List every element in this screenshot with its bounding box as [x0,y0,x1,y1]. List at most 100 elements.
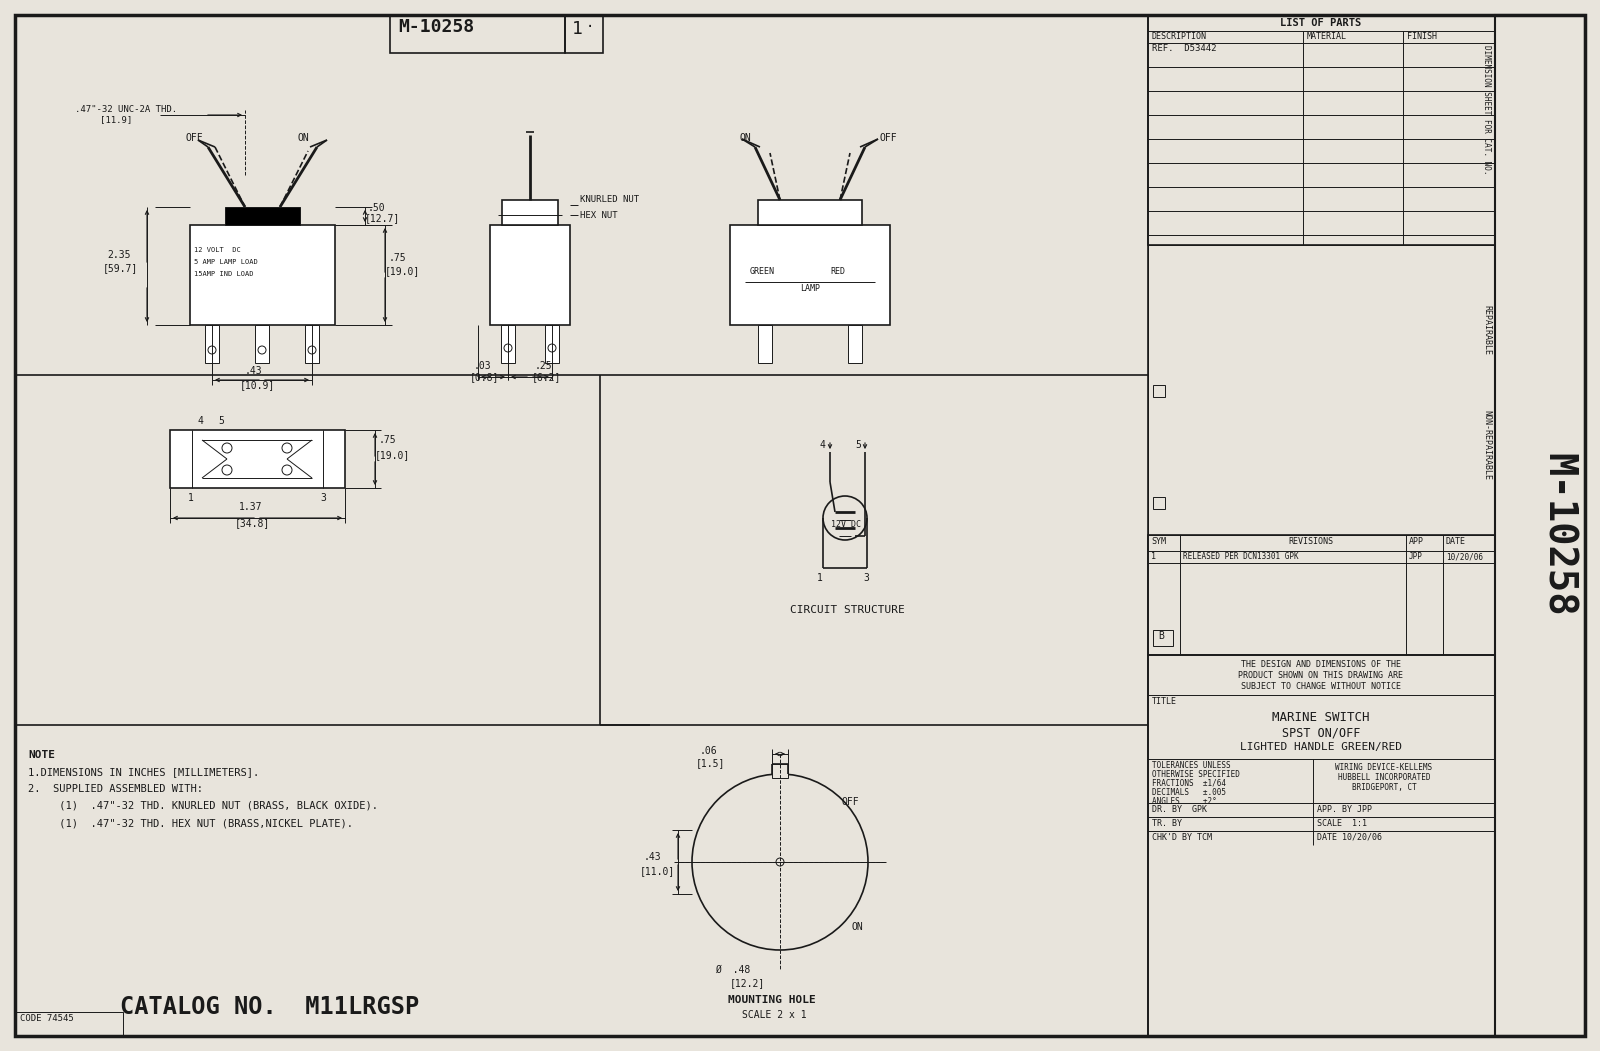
Text: SUBJECT TO CHANGE WITHOUT NOTICE: SUBJECT TO CHANGE WITHOUT NOTICE [1242,682,1402,691]
Text: 1: 1 [1150,552,1155,561]
Bar [758,200,862,225]
Text: 15AMP IND LOAD: 15AMP IND LOAD [194,271,253,277]
Text: RELEASED PER DCN13301 GPK: RELEASED PER DCN13301 GPK [1182,552,1299,561]
Text: Ø  .48: Ø .48 [715,965,750,975]
Text: M-10258: M-10258 [398,18,474,36]
Text: .47"-32 UNC-2A THD.: .47"-32 UNC-2A THD. [75,105,178,114]
Text: .25: .25 [534,360,552,371]
Text: OFF: OFF [842,797,859,807]
Text: 12 VOLT  DC: 12 VOLT DC [194,247,240,253]
Text: .75: .75 [389,253,406,263]
Text: [1.5]: [1.5] [696,758,725,768]
Bar [565,15,603,53]
Text: B: B [1158,631,1163,641]
Text: GREEN: GREEN [750,267,774,276]
Text: 1: 1 [189,493,194,503]
Bar [1149,15,1494,245]
Bar [1149,535,1494,655]
Text: 4: 4 [198,416,203,426]
Bar [1149,655,1494,1036]
Bar [205,325,219,363]
Text: REVISIONS: REVISIONS [1288,537,1333,547]
Bar [254,325,269,363]
Text: (1)  .47"-32 THD. KNURLED NUT (BRASS, BLACK OXIDE).: (1) .47"-32 THD. KNURLED NUT (BRASS, BLA… [29,801,378,811]
Text: [11.9]: [11.9] [99,115,133,124]
Text: LIST OF PARTS: LIST OF PARTS [1280,18,1362,28]
Text: MATERIAL: MATERIAL [1307,32,1347,41]
Text: 3: 3 [320,493,326,503]
Text: [12.2]: [12.2] [730,978,765,988]
Text: 12V DC: 12V DC [830,520,861,529]
Text: M-10258: M-10258 [1539,453,1578,617]
Text: LIGHTED HANDLE GREEN/RED: LIGHTED HANDLE GREEN/RED [1240,742,1402,753]
Text: REPAIRABLE: REPAIRABLE [1483,305,1491,355]
Text: CHK'D BY TCM: CHK'D BY TCM [1152,833,1213,842]
Text: 2.35: 2.35 [107,250,131,260]
Text: APP. BY JPP: APP. BY JPP [1317,805,1373,815]
Bar [730,225,890,325]
Text: .03: .03 [474,360,491,371]
Text: (1)  .47"-32 THD. HEX NUT (BRASS,NICKEL PLATE).: (1) .47"-32 THD. HEX NUT (BRASS,NICKEL P… [29,818,354,828]
Text: [0.8]: [0.8] [470,372,499,382]
Bar [306,325,318,363]
Text: CATALOG NO.  M11LRGSP: CATALOG NO. M11LRGSP [120,995,419,1019]
Bar [501,325,515,363]
Text: 5: 5 [854,440,861,450]
Text: FINISH: FINISH [1406,32,1437,41]
Text: THE DESIGN AND DIMENSIONS OF THE: THE DESIGN AND DIMENSIONS OF THE [1242,660,1402,669]
Text: .43: .43 [245,366,262,376]
Text: .06: .06 [701,746,718,756]
Text: RED: RED [830,267,845,276]
Text: 1.DIMENSIONS IN INCHES [MILLIMETERS].: 1.DIMENSIONS IN INCHES [MILLIMETERS]. [29,767,259,777]
Text: SCALE  1:1: SCALE 1:1 [1317,819,1366,828]
Text: FRACTIONS  ±1/64: FRACTIONS ±1/64 [1152,779,1226,788]
Text: ON: ON [298,133,309,143]
Text: 3: 3 [862,573,869,583]
Bar [1154,497,1165,509]
Bar [758,325,771,363]
Text: TITLE: TITLE [1152,697,1178,706]
Text: 10/20/06: 10/20/06 [1446,552,1483,561]
Text: SCALE 2 x 1: SCALE 2 x 1 [742,1010,806,1021]
Text: CODE 74545: CODE 74545 [19,1014,74,1023]
Bar [390,15,565,53]
Bar [1154,630,1173,646]
Text: BRIDGEPORT, CT: BRIDGEPORT, CT [1352,783,1416,792]
Text: DIMENSION SHEET FOR CAT. NO.: DIMENSION SHEET FOR CAT. NO. [1483,45,1491,174]
Text: TOLERANCES UNLESS: TOLERANCES UNLESS [1152,761,1230,770]
Text: APP: APP [1410,537,1424,547]
Bar [190,225,334,325]
Text: NOTE: NOTE [29,750,54,760]
Bar [848,325,862,363]
Text: .50: .50 [368,203,386,213]
Text: SPST ON/OFF: SPST ON/OFF [1282,727,1360,740]
Text: 1: 1 [818,573,822,583]
Text: MOUNTING HOLE: MOUNTING HOLE [728,995,816,1005]
Text: ON: ON [851,922,864,932]
Text: DR. BY  GPK: DR. BY GPK [1152,805,1206,815]
Text: JPP: JPP [1410,552,1422,561]
Text: [19.0]: [19.0] [386,266,421,276]
Text: KNURLED NUT: KNURLED NUT [579,195,638,204]
Bar [1149,15,1494,1036]
Text: .: . [586,16,594,30]
Text: CIRCUIT STRUCTURE: CIRCUIT STRUCTURE [790,605,904,615]
Text: ANGLES     ±2°: ANGLES ±2° [1152,797,1216,806]
Bar [490,225,570,325]
Text: 1: 1 [573,20,582,38]
Bar [1494,15,1586,1036]
Bar [771,764,787,778]
Text: [10.9]: [10.9] [240,380,275,390]
Bar [14,1012,123,1036]
Text: [34.8]: [34.8] [235,518,270,528]
Bar [1149,245,1494,535]
Text: 2.  SUPPLIED ASSEMBLED WITH:: 2. SUPPLIED ASSEMBLED WITH: [29,784,203,794]
Text: OFF: OFF [186,133,203,143]
Text: .43: .43 [643,852,662,862]
Text: NON-REPAIRABLE: NON-REPAIRABLE [1483,410,1491,480]
Text: [59.7]: [59.7] [102,263,138,273]
Text: OFF: OFF [880,133,898,143]
Text: DATE 10/20/06: DATE 10/20/06 [1317,833,1382,842]
Text: DECIMALS   ±.005: DECIMALS ±.005 [1152,788,1226,797]
Text: [19.0]: [19.0] [374,450,410,460]
